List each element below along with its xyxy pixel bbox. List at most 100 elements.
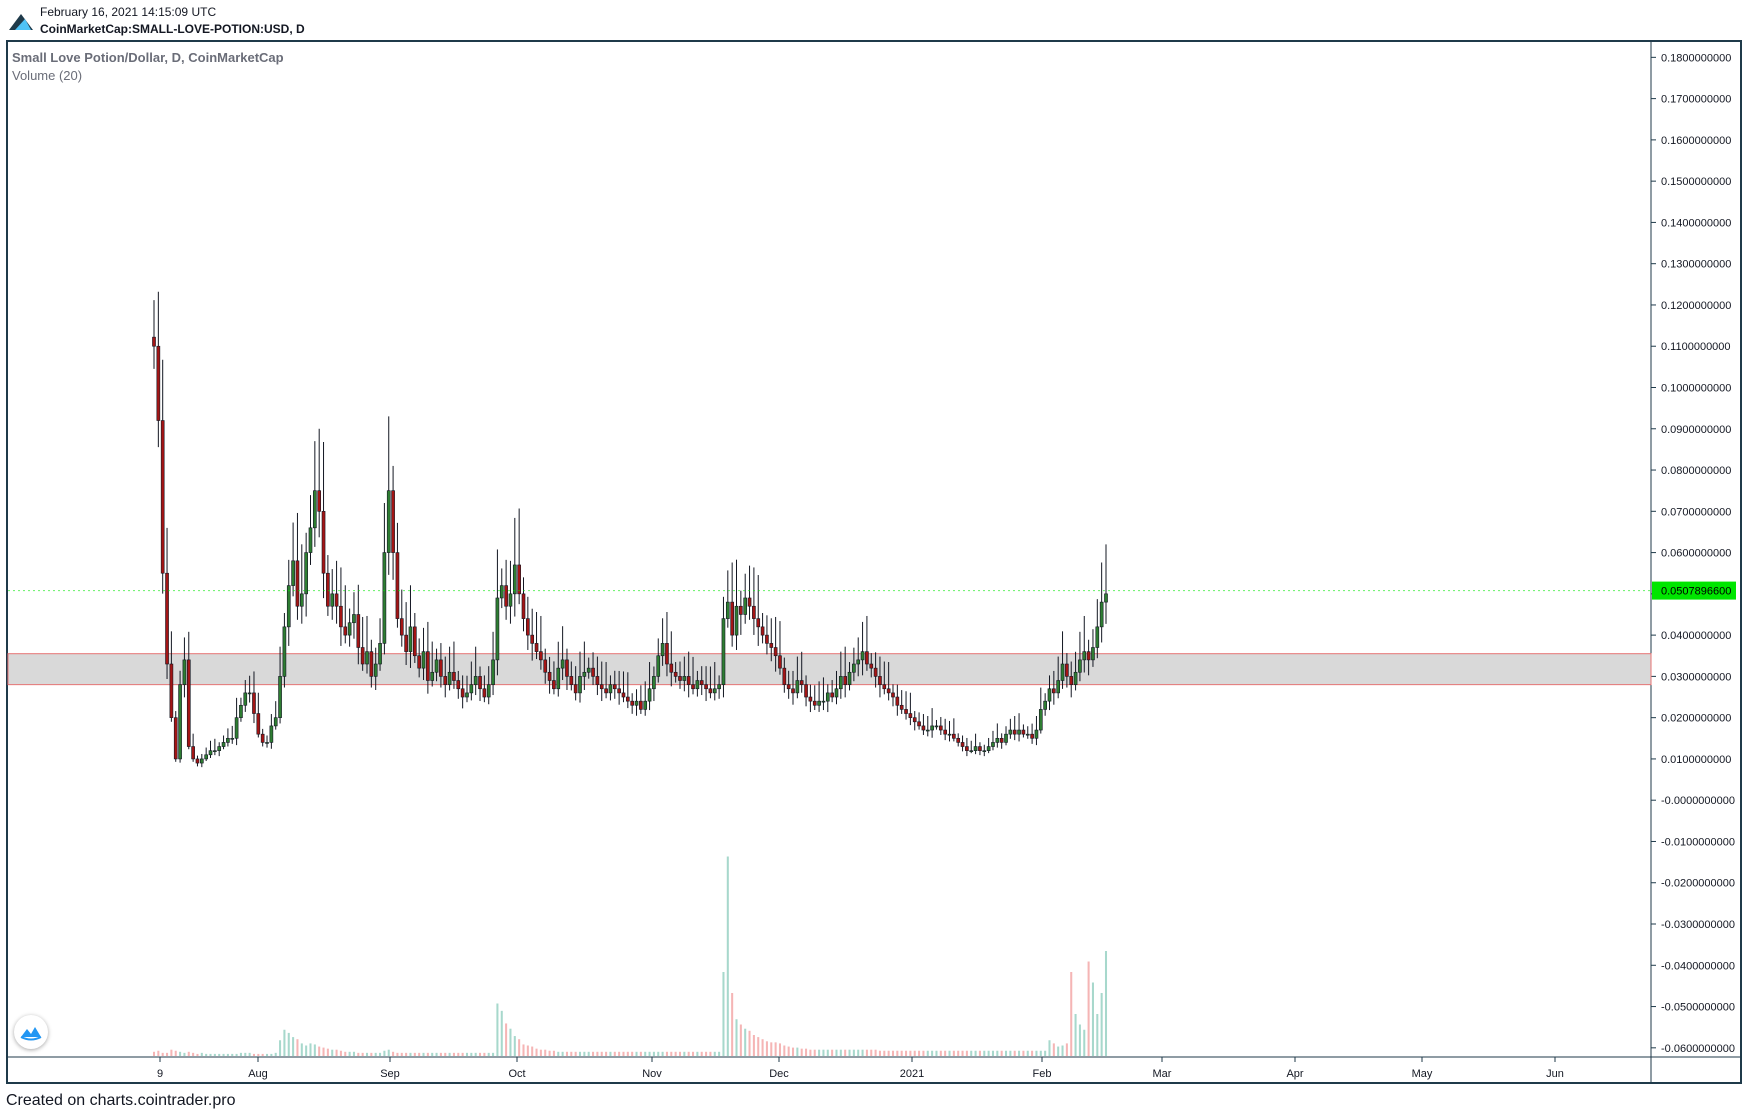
y-tick-label: 0.1600000000 <box>1661 135 1731 147</box>
volume-bar <box>865 1049 868 1056</box>
candle-body <box>1056 680 1061 694</box>
volume-bar <box>322 1047 325 1056</box>
volume-bar <box>744 1028 747 1056</box>
volume-bar <box>405 1052 408 1056</box>
volume-bar <box>200 1052 203 1056</box>
volume-bar <box>948 1050 951 1056</box>
candle-body <box>686 676 691 685</box>
volume-bar <box>465 1052 469 1056</box>
volume-bar <box>539 1049 542 1056</box>
candle-body <box>847 671 852 685</box>
candle-body <box>717 684 721 690</box>
y-tick-label: -0.0400000000 <box>1661 960 1735 972</box>
candle-body <box>169 663 174 718</box>
volume-bar <box>252 1053 256 1056</box>
volume-bar <box>1104 951 1108 1056</box>
chart-frame[interactable] <box>6 40 1742 1084</box>
volume-bar <box>696 1051 699 1056</box>
candle-body <box>852 663 856 673</box>
candle-body <box>526 618 530 636</box>
candle-body <box>821 700 826 703</box>
volume-bar <box>970 1050 973 1056</box>
volume-bar <box>974 1050 977 1056</box>
y-tick-label: 0.0400000000 <box>1661 630 1731 642</box>
candle-body <box>473 676 478 685</box>
volume-bar <box>218 1053 221 1056</box>
volume-bar <box>270 1053 273 1056</box>
volume-bar <box>787 1046 790 1056</box>
candle-body <box>347 622 352 636</box>
candle-body <box>825 692 830 702</box>
volume-bar <box>300 1043 303 1056</box>
volume-bar <box>922 1050 925 1056</box>
candle-body <box>895 696 900 706</box>
volume-bar <box>1052 1043 1055 1056</box>
volume-bar <box>444 1052 447 1056</box>
volume-bar <box>739 1024 742 1056</box>
candle-body <box>447 671 452 685</box>
y-tick-label: 0.0800000000 <box>1661 465 1731 477</box>
candle-body <box>991 742 995 747</box>
volume-bar <box>683 1051 686 1056</box>
candle-body <box>682 676 687 681</box>
volume-bar <box>852 1049 855 1056</box>
candle-body <box>621 692 626 698</box>
candle-body <box>830 692 834 698</box>
x-tick-label: Aug <box>248 1068 268 1080</box>
candle-body <box>430 671 435 681</box>
volume-bar <box>831 1049 834 1056</box>
candle-body <box>208 750 213 756</box>
candle-body <box>860 651 865 661</box>
candle-body <box>1095 626 1100 648</box>
candle-body <box>1082 651 1087 661</box>
volume-bar <box>209 1053 212 1056</box>
candle-body <box>508 593 513 607</box>
volume-bar <box>292 1037 295 1056</box>
volume-bar <box>157 1050 160 1056</box>
candle-body <box>543 659 548 673</box>
candle-body <box>782 667 787 685</box>
candle-body <box>986 746 991 751</box>
volume-bar <box>613 1051 616 1056</box>
volume-bar <box>905 1050 908 1056</box>
volume-bar <box>231 1053 234 1056</box>
candle-body <box>491 659 495 685</box>
candle-body <box>591 667 595 677</box>
volume-bar <box>352 1051 355 1056</box>
volume-bar <box>770 1042 773 1056</box>
x-tick-label: Feb <box>1033 1068 1052 1080</box>
candle-body <box>504 585 508 607</box>
candle-body <box>917 721 921 727</box>
volume-bar <box>296 1039 299 1056</box>
volume-bar <box>557 1051 560 1056</box>
candle-body <box>878 676 882 685</box>
volume-bar <box>1026 1050 1029 1056</box>
volume-bar <box>900 1050 903 1056</box>
volume-bar <box>652 1051 655 1056</box>
candle-body <box>1104 593 1108 603</box>
candle-body <box>765 634 769 644</box>
volume-bar <box>726 856 729 1056</box>
candle-body <box>186 659 191 747</box>
tradingview-badge-icon[interactable] <box>14 1015 48 1049</box>
volume-bar <box>665 1051 668 1056</box>
candle-body <box>569 676 574 685</box>
volume-bar <box>357 1052 360 1056</box>
candle-body <box>1043 700 1047 710</box>
volume-bar <box>470 1052 473 1056</box>
candle-body <box>908 713 913 718</box>
volume-bar <box>248 1052 251 1056</box>
volume-bar <box>479 1052 482 1056</box>
volume-bar <box>561 1051 564 1056</box>
volume-bar <box>783 1045 786 1056</box>
volume-bar <box>848 1049 851 1056</box>
candle-body <box>786 684 791 690</box>
volume-bar <box>348 1051 351 1056</box>
candle-body <box>930 725 934 731</box>
volume-bar <box>600 1051 603 1056</box>
candle-body <box>882 684 887 690</box>
volume-bar <box>813 1049 816 1056</box>
volume-bar <box>878 1050 881 1056</box>
candle-body <box>886 688 891 694</box>
